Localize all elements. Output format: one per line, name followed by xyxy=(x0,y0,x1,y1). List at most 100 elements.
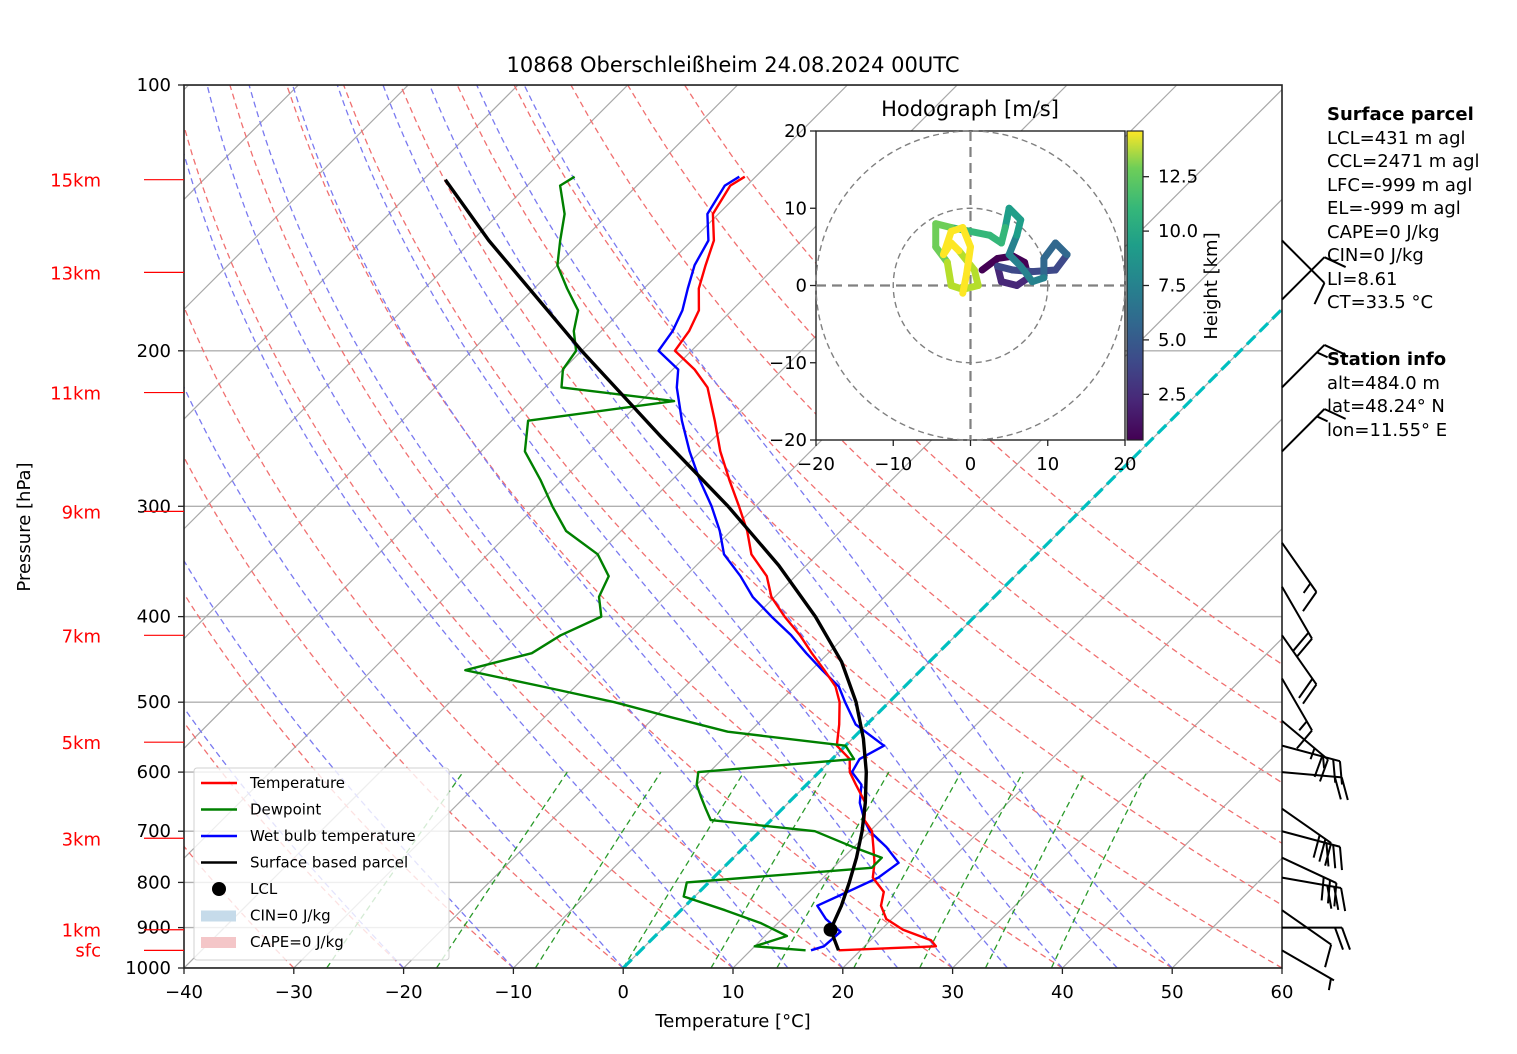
legend-label: Dewpoint xyxy=(250,801,321,819)
colorbar-tick-label: 10.0 xyxy=(1158,221,1198,242)
dry-adiabat xyxy=(342,85,1173,968)
colorbar-tick-label: 5.0 xyxy=(1158,330,1187,351)
moist-adiabat xyxy=(248,85,844,968)
y-tick-label: 800 xyxy=(137,872,171,893)
moist-adiabat xyxy=(184,151,734,968)
mixing-ratio-line xyxy=(776,771,890,968)
wind-barb xyxy=(1281,909,1333,968)
legend-label: CAPE=0 J/kg xyxy=(250,933,344,951)
legend-label: LCL xyxy=(250,880,278,898)
wind-barb xyxy=(1281,239,1326,305)
barb-flag xyxy=(1324,408,1347,420)
hodograph-x-tick-label: 20 xyxy=(1114,454,1137,475)
height-label: 13km xyxy=(50,263,101,284)
y-tick-label: 500 xyxy=(137,692,171,713)
moist-adiabat xyxy=(429,85,1063,968)
x-tick-label: 60 xyxy=(1271,982,1294,1003)
wind-barb xyxy=(1281,744,1343,785)
x-tick-label: −40 xyxy=(165,982,203,1003)
colorbar-tick-label: 12.5 xyxy=(1158,167,1198,188)
y-axis-label: Pressure [hPa] xyxy=(14,462,35,591)
height-label: 1km xyxy=(62,921,101,942)
isotherm xyxy=(184,85,739,640)
barb-flag xyxy=(1341,927,1351,950)
height-label: 5km xyxy=(62,733,101,754)
barb-flag xyxy=(1326,885,1333,909)
hodograph-segment xyxy=(959,270,971,297)
barb-shaft xyxy=(1281,408,1326,453)
surface-parcel-info: Surface parcel LCL=431 m agl CCL=2471 m … xyxy=(1327,103,1480,315)
dry-adiabat xyxy=(184,455,624,968)
mixing-ratio-line xyxy=(1050,771,1148,968)
y-tick-label: 300 xyxy=(137,496,171,517)
moist-adiabat xyxy=(523,85,1173,968)
hodograph-y-tick-label: 0 xyxy=(796,276,807,297)
barb-shaft xyxy=(1281,744,1341,763)
hodograph-x-tick-label: 0 xyxy=(965,454,976,475)
barb-flag xyxy=(1338,761,1343,785)
barb-flag xyxy=(1302,591,1318,612)
barb-flag xyxy=(1313,754,1324,778)
wind-barb xyxy=(1281,634,1318,705)
wind-barbs xyxy=(1281,239,1351,991)
y-tick-label: 600 xyxy=(137,762,171,783)
cin-value: CIN=0 J/kg xyxy=(1327,245,1424,266)
barb-shaft xyxy=(1281,239,1326,284)
station-lon: lon=11.55° E xyxy=(1327,419,1448,441)
barb-shaft xyxy=(1281,856,1337,884)
barb-shaft xyxy=(1281,344,1326,389)
legend-label: CIN=0 J/kg xyxy=(250,907,331,925)
wind-barb xyxy=(1281,876,1347,912)
y-tick-label: 900 xyxy=(137,918,171,939)
barb-flag xyxy=(1325,843,1330,867)
hodograph-segment xyxy=(939,227,955,259)
legend-label: Wet bulb temperature xyxy=(250,827,416,845)
legend: Temperature Dewpoint Wet bulb temperature S… xyxy=(193,767,450,961)
wind-barb xyxy=(1281,256,1347,301)
dry-adiabat xyxy=(513,85,1282,845)
barb-flag xyxy=(1333,776,1342,800)
cape-value: CAPE=0 J/kg xyxy=(1327,221,1440,243)
wind-barb xyxy=(1281,344,1347,389)
hodograph: Hodograph [m/s] −20 −10 0 10 20 20 10 0 −10 −20 2… xyxy=(769,97,1222,475)
y-tick-label: 1000 xyxy=(125,958,171,979)
barb-flag xyxy=(1340,777,1349,801)
barb-flag xyxy=(1334,927,1344,950)
x-tick-label: −20 xyxy=(385,982,423,1003)
barb-flag xyxy=(1320,877,1325,901)
y-tick-label: 100 xyxy=(137,75,171,96)
colorbar xyxy=(1126,130,1144,441)
barb-shaft xyxy=(1281,830,1341,848)
hodograph-y-tick-label: −10 xyxy=(769,353,807,374)
barb-flag xyxy=(1292,631,1310,652)
barb-flag xyxy=(1340,887,1347,912)
moist-adiabat xyxy=(291,85,899,968)
isotherm xyxy=(184,85,409,311)
hodograph-y-tick-label: 20 xyxy=(784,121,807,142)
hodograph-x-tick-label: −10 xyxy=(874,454,912,475)
wind-barb xyxy=(1281,771,1349,801)
barb-flag xyxy=(1324,344,1347,356)
moist-adiabat xyxy=(382,85,1008,968)
barb-flag xyxy=(1338,846,1343,871)
mixing-ratio-line xyxy=(853,771,962,968)
ct-value: CT=33.5 °C xyxy=(1327,292,1434,313)
station-info: Station info alt=484.0 m lat=48.24° N lo… xyxy=(1327,348,1447,442)
wind-barb xyxy=(1281,677,1313,749)
station-lat: lat=48.24° N xyxy=(1327,396,1445,417)
isotherm xyxy=(512,198,1282,968)
mixing-ratio-line xyxy=(919,771,1024,968)
barb-flag xyxy=(1298,678,1314,699)
legend-swatch xyxy=(212,882,226,896)
barb-shaft xyxy=(1281,807,1332,844)
barb-shaft xyxy=(1281,256,1326,301)
barb-shaft xyxy=(1281,949,1335,982)
legend-swatch xyxy=(201,937,236,948)
hodograph-segment xyxy=(963,243,974,278)
height-label: 7km xyxy=(62,626,101,647)
legend-label: Surface based parcel xyxy=(250,854,408,872)
moist-adiabat xyxy=(184,385,624,968)
dry-adiabat xyxy=(456,85,1282,906)
hodograph-y-tick-label: −20 xyxy=(769,430,807,451)
barb-flag xyxy=(1324,256,1347,268)
